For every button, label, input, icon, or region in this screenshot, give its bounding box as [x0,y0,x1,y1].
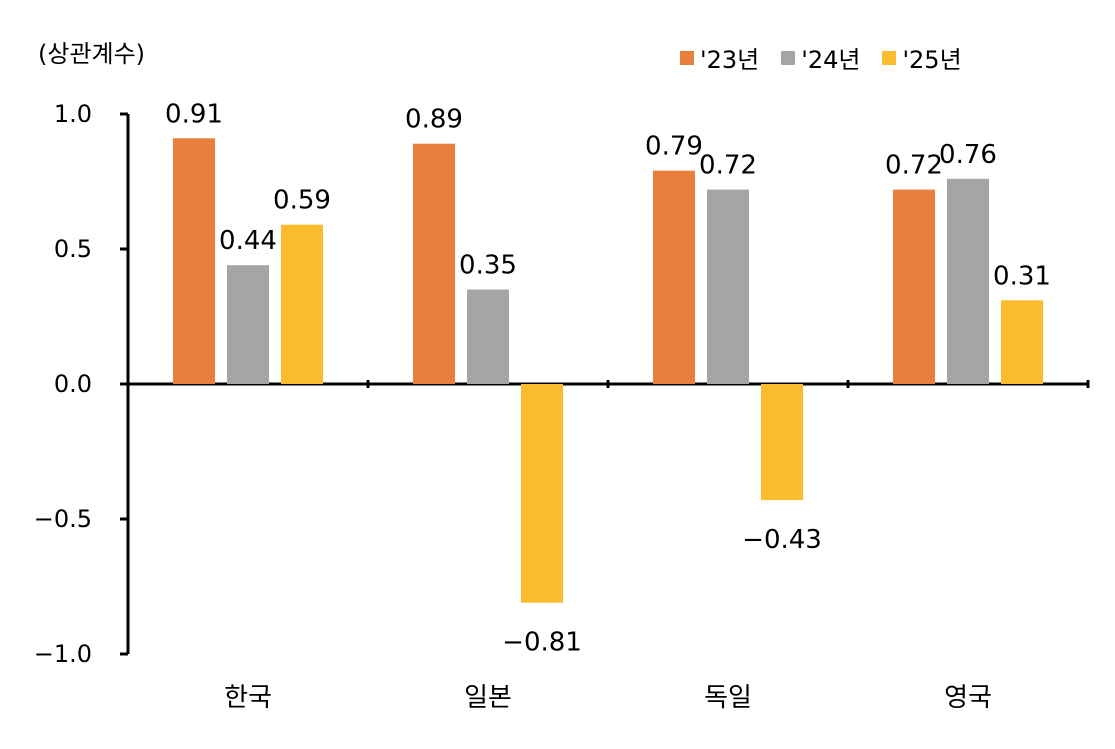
legend-item-24: '24년 [781,40,860,75]
legend: '23년 '24년 '25년 [680,40,962,75]
bar [467,289,509,384]
data-label: −0.43 [742,525,822,555]
y-tick-label: 0.5 [54,235,92,263]
legend-label-24: '24년 [801,46,861,74]
bar [521,384,563,603]
data-label: 0.31 [993,261,1051,291]
data-label: 0.91 [165,99,223,129]
data-label: 0.72 [885,151,943,181]
bar [893,189,935,384]
bar [413,143,455,384]
legend-swatch-24 [781,50,796,65]
y-tick-label: −0.5 [34,505,92,533]
y-tick-label: 1.0 [54,100,92,128]
data-label: 0.44 [219,226,277,256]
data-label: 0.35 [459,251,517,281]
category-label: 독일 [704,683,752,713]
bar [761,384,803,501]
y-axis-label: (상관계수) [38,40,146,68]
bar [947,178,989,384]
y-tick-label: −1.0 [34,640,92,668]
legend-label-25: '25년 [902,46,962,74]
legend-swatch-25 [882,50,897,65]
data-label: −0.81 [502,628,582,658]
category-label: 한국 [224,683,272,713]
legend-item-23: '23년 [680,40,759,75]
category-label: 영국 [944,683,992,713]
bar [653,170,695,384]
data-label: 0.89 [405,105,463,135]
bar [281,224,323,384]
category-label: 일본 [464,683,512,713]
data-label: 0.76 [939,140,997,170]
data-label: 0.79 [645,132,703,162]
bar [227,265,269,384]
y-tick-label: 0.0 [54,370,92,398]
data-label: 0.59 [273,186,331,216]
bar [1001,300,1043,384]
data-label: 0.72 [699,151,757,181]
legend-item-25: '25년 [882,40,962,75]
legend-swatch-23 [680,50,694,65]
bar [173,138,215,384]
bar [707,189,749,384]
legend-label-23: '23년 [700,46,760,74]
